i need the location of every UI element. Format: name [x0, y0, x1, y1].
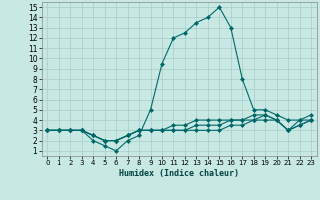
X-axis label: Humidex (Indice chaleur): Humidex (Indice chaleur)	[119, 169, 239, 178]
